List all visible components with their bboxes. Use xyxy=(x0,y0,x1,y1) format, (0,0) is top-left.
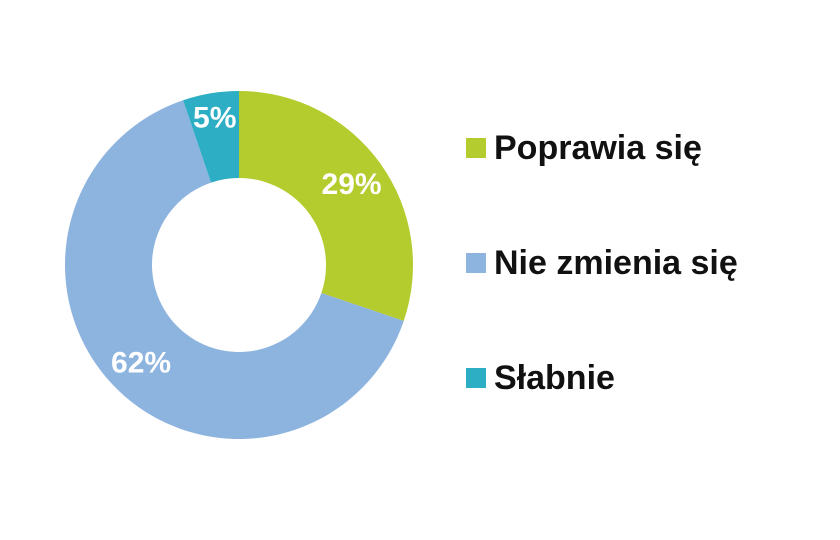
legend-item-poprawia-sie: Poprawia się xyxy=(466,128,702,168)
data-label-slabnie: 5% xyxy=(193,101,236,134)
data-label-nie-zmienia-sie: 62% xyxy=(111,346,171,379)
donut-slice-slabnie xyxy=(183,91,239,183)
donut-slice-poprawia-sie xyxy=(239,91,413,321)
data-label-poprawia-sie: 29% xyxy=(322,168,382,201)
legend-item-nie-zmienia-sie: Nie zmienia się xyxy=(466,243,738,283)
legend-label-nie-zmienia-sie: Nie zmienia się xyxy=(494,244,738,282)
donut-slice-nie-zmienia-sie xyxy=(64,100,404,439)
legend-swatch-nie-zmienia-sie xyxy=(466,253,486,273)
legend-item-slabnie: Słabnie xyxy=(466,358,615,398)
legend-swatch-poprawia-sie xyxy=(466,138,486,158)
legend-label-slabnie: Słabnie xyxy=(494,359,615,397)
legend-label-poprawia-sie: Poprawia się xyxy=(494,129,702,167)
legend-swatch-slabnie xyxy=(466,368,486,388)
